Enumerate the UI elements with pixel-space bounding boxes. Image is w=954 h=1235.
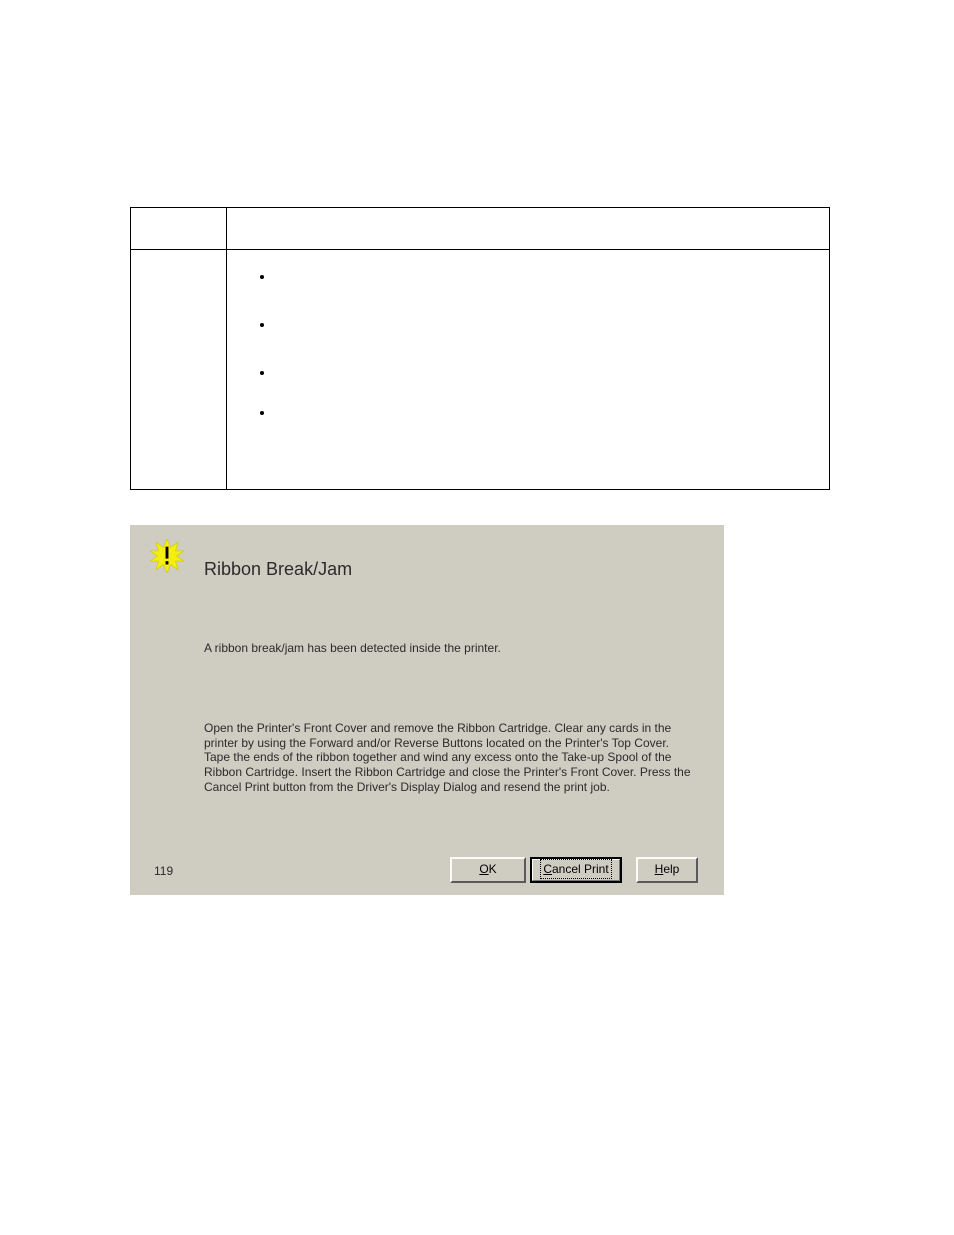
bullet-item	[274, 365, 828, 405]
warning-burst-icon	[150, 539, 184, 573]
table-body-cell-1	[131, 250, 227, 490]
cancel-print-mnemonic: C	[543, 862, 552, 876]
dialog-message: A ribbon break/jam has been detected ins…	[204, 641, 684, 655]
help-button[interactable]: Help	[636, 857, 698, 883]
table-header-cell-2	[227, 208, 830, 250]
dialog-title: Ribbon Break/Jam	[204, 559, 352, 580]
error-dialog: Ribbon Break/Jam A ribbon break/jam has …	[130, 525, 724, 895]
help-button-mnemonic: H	[655, 862, 664, 876]
error-number: 119	[154, 864, 173, 878]
table-header-row	[131, 208, 830, 250]
ok-button[interactable]: OK	[450, 857, 526, 883]
bullet-item	[274, 317, 828, 365]
bullet-item	[274, 269, 828, 317]
cancel-print-button[interactable]: Cancel Print	[530, 857, 622, 883]
dialog-instructions: Open the Printer's Front Cover and remov…	[204, 721, 694, 794]
table-body-row	[131, 250, 830, 490]
document-page: Ribbon Break/Jam A ribbon break/jam has …	[0, 0, 954, 1235]
bullet-item	[274, 405, 828, 425]
table-header-cell-1	[131, 208, 227, 250]
table-body-cell-2	[227, 250, 830, 490]
instruction-table	[130, 207, 830, 490]
bullet-list	[274, 269, 828, 425]
ok-button-mnemonic: O	[479, 862, 488, 876]
